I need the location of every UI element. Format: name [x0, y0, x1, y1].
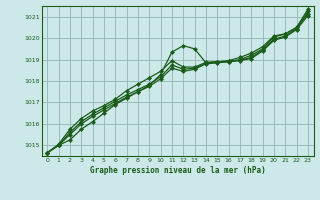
X-axis label: Graphe pression niveau de la mer (hPa): Graphe pression niveau de la mer (hPa) [90, 166, 266, 175]
